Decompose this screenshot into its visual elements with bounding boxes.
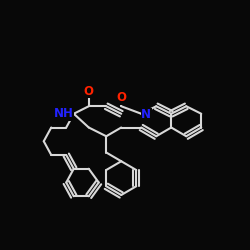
Text: O: O [84, 85, 94, 98]
Text: O: O [116, 91, 126, 104]
Text: N: N [141, 108, 151, 122]
Text: NH: NH [54, 107, 74, 120]
